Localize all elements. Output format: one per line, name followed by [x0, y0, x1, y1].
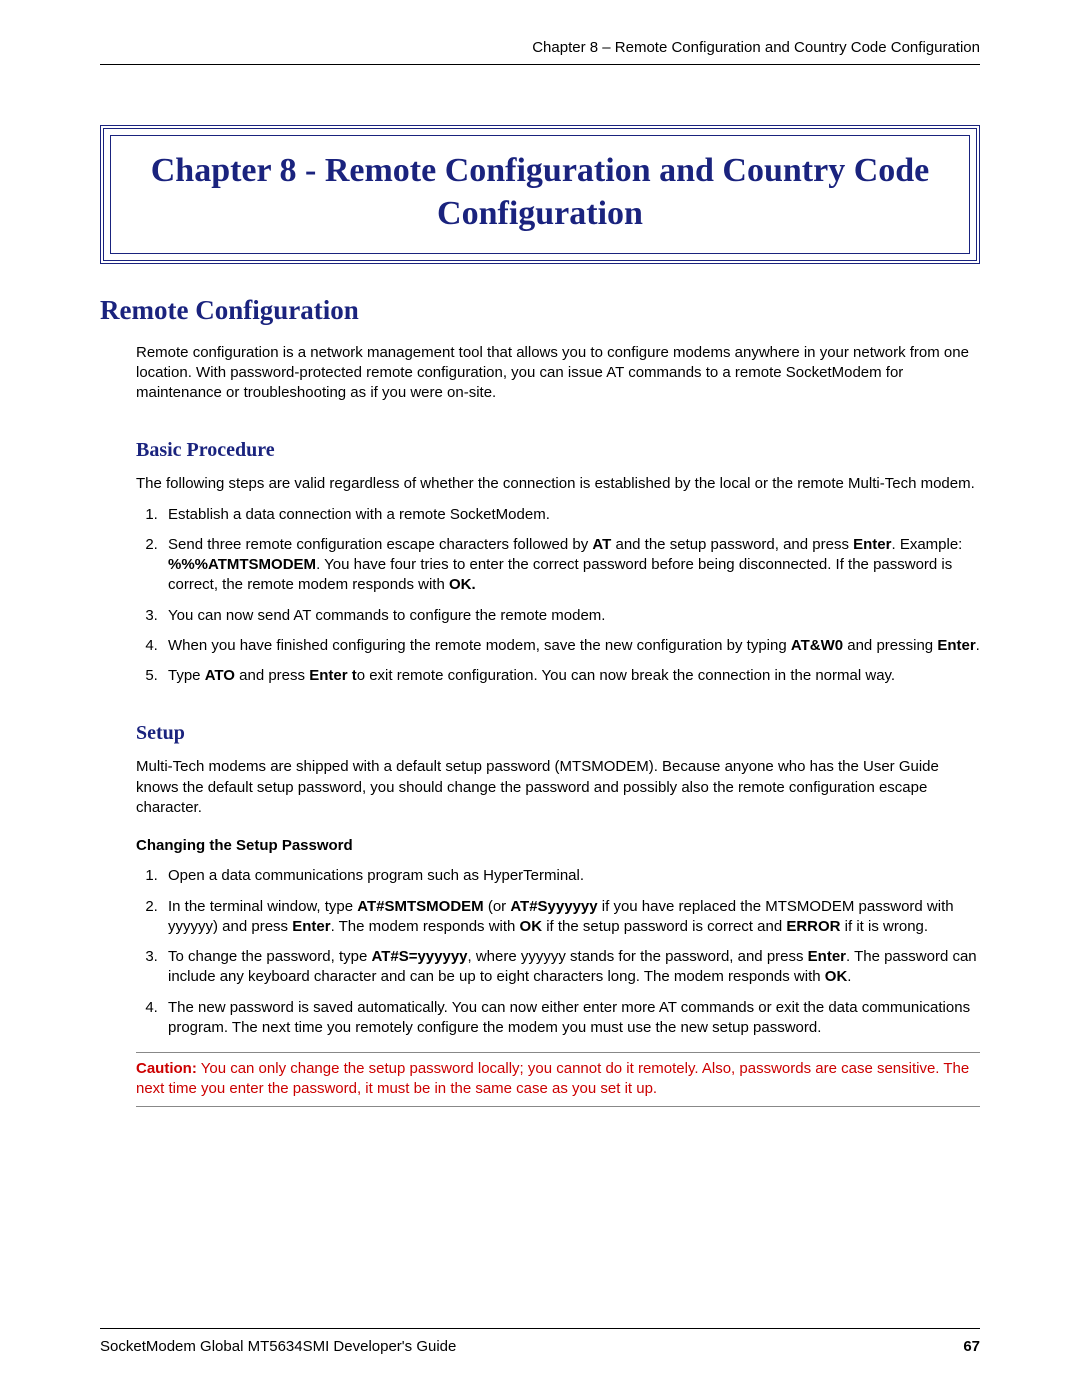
step-text: When you have finished configuring the r…: [168, 637, 791, 654]
chapter-title-frame: Chapter 8 - Remote Configuration and Cou…: [100, 125, 980, 264]
list-item: In the terminal window, type AT#SMTSMODE…: [162, 897, 980, 938]
basic-procedure-intro: The following steps are valid regardless…: [136, 474, 980, 494]
step-text: .: [976, 637, 980, 654]
step-text: To change the password, type: [168, 948, 371, 965]
list-item: When you have finished configuring the r…: [162, 636, 980, 656]
setup-steps-list: Open a data communications program such …: [156, 866, 980, 1038]
bold-enter: Enter: [808, 948, 846, 965]
bold-cmd: AT#SMTSMODEM: [357, 898, 483, 915]
caution-text: You can only change the setup password l…: [136, 1060, 969, 1097]
bold-cmd: AT#S=yyyyyy: [371, 948, 467, 965]
step-text: o exit remote configuration. You can now…: [357, 667, 895, 684]
bold-enter: Enter t: [309, 667, 357, 684]
step-text: and press: [235, 667, 309, 684]
subsection-setup: Setup: [136, 720, 980, 747]
footer-guide-title: SocketModem Global MT5634SMI Developer's…: [100, 1337, 456, 1357]
list-item: Open a data communications program such …: [162, 866, 980, 886]
page-footer: SocketModem Global MT5634SMI Developer's…: [100, 1328, 980, 1357]
bold-enter: Enter: [937, 637, 975, 654]
subsection-basic-procedure: Basic Procedure: [136, 437, 980, 464]
list-item: To change the password, type AT#S=yyyyyy…: [162, 947, 980, 988]
caution-label: Caution:: [136, 1060, 197, 1077]
step-text: and pressing: [843, 637, 937, 654]
setup-intro: Multi-Tech modems are shipped with a def…: [136, 757, 980, 818]
bold-cmd: AT#Syyyyyy: [510, 898, 597, 915]
bold-AT: AT: [592, 536, 611, 553]
bold-ok: OK.: [449, 576, 476, 593]
list-item: You can now send AT commands to configur…: [162, 606, 980, 626]
step-text: and the setup password, and press: [611, 536, 853, 553]
bold-enter: Enter: [292, 918, 330, 935]
chapter-title: Chapter 8 - Remote Configuration and Cou…: [131, 150, 949, 235]
section-heading-remote-configuration: Remote Configuration: [100, 292, 980, 328]
step-text: In the terminal window, type: [168, 898, 357, 915]
list-item: Establish a data connection with a remot…: [162, 505, 980, 525]
changing-password-heading: Changing the Setup Password: [136, 836, 980, 856]
step-text: if it is wrong.: [841, 918, 929, 935]
bold-ok: OK: [520, 918, 543, 935]
bold-cmd: AT&W0: [791, 637, 843, 654]
step-text: . The modem responds with: [331, 918, 520, 935]
step-text: if the setup password is correct and: [542, 918, 786, 935]
step-text: (or: [484, 898, 511, 915]
step-text: .: [847, 968, 851, 985]
step-text: Send three remote configuration escape c…: [168, 536, 592, 553]
footer-page-number: 67: [963, 1337, 980, 1357]
list-item: Type ATO and press Enter to exit remote …: [162, 666, 980, 686]
bold-ok: OK: [825, 968, 848, 985]
chapter-title-inner: Chapter 8 - Remote Configuration and Cou…: [110, 135, 970, 254]
list-item: Send three remote configuration escape c…: [162, 535, 980, 596]
caution-block: Caution: You can only change the setup p…: [136, 1052, 980, 1107]
remote-config-intro: Remote configuration is a network manage…: [136, 343, 980, 404]
bold-ato: ATO: [205, 667, 235, 684]
list-item: The new password is saved automatically.…: [162, 998, 980, 1039]
bold-error: ERROR: [786, 918, 840, 935]
step-text: Type: [168, 667, 205, 684]
bold-enter: Enter: [853, 536, 891, 553]
bold-example: %%%ATMTSMODEM: [168, 556, 316, 573]
running-header: Chapter 8 – Remote Configuration and Cou…: [100, 38, 980, 65]
step-text: . Example:: [891, 536, 962, 553]
basic-procedure-list: Establish a data connection with a remot…: [156, 505, 980, 687]
step-text: , where yyyyyy stands for the password, …: [468, 948, 808, 965]
